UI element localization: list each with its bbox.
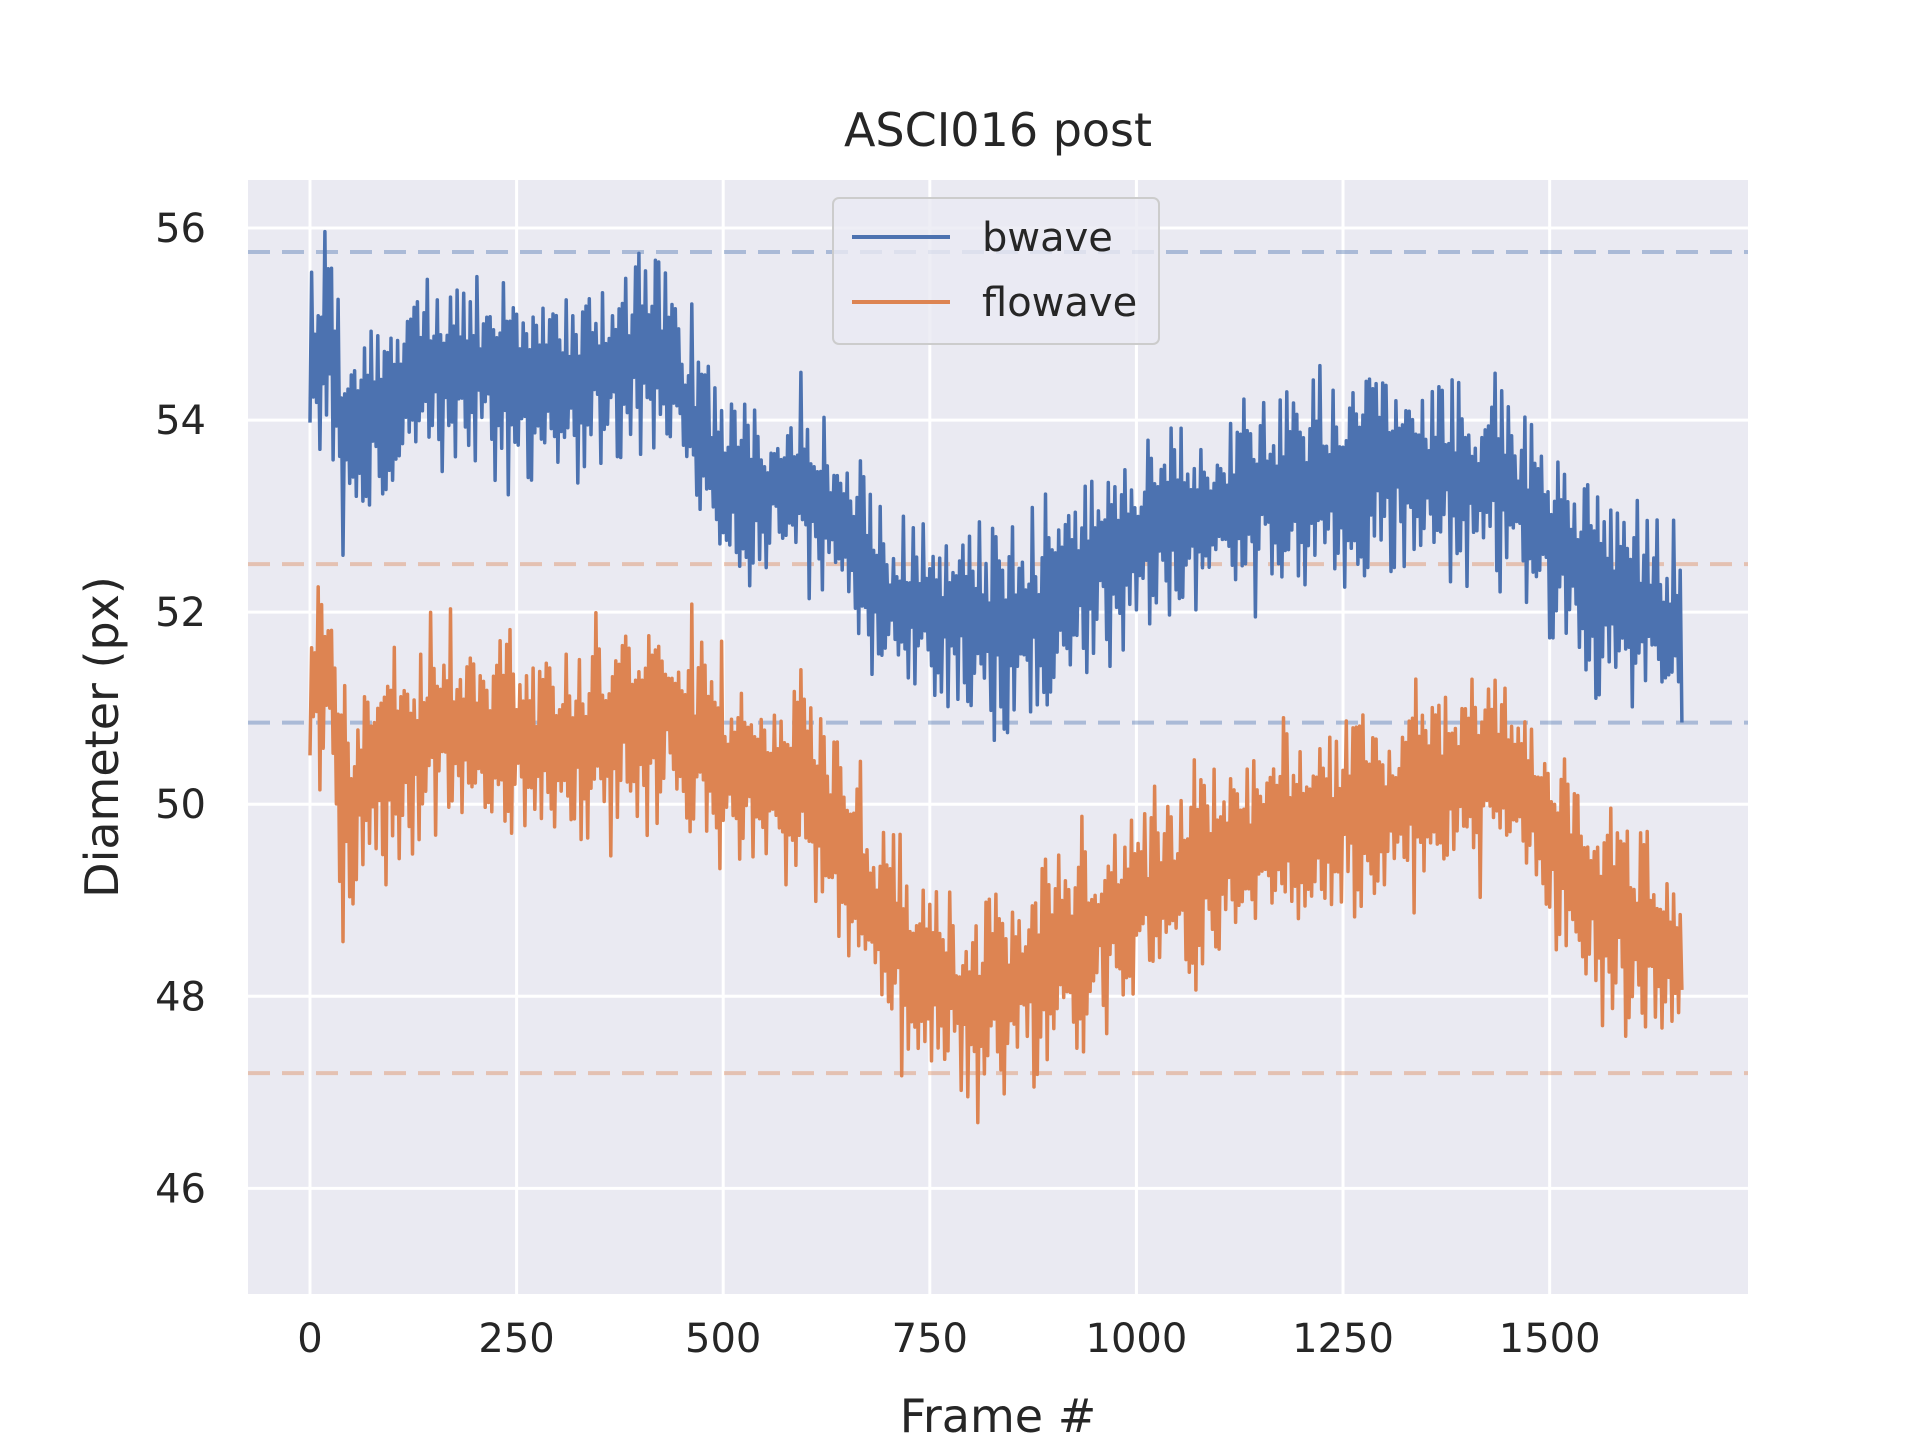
y-tick-label: 54 xyxy=(155,398,206,444)
x-axis-label: Frame # xyxy=(900,1389,1097,1440)
series-line-flowave xyxy=(308,585,1684,1125)
y-tick-label: 56 xyxy=(155,206,206,252)
y-axis-label: Diameter (px) xyxy=(75,576,129,898)
y-tick-label: 52 xyxy=(155,590,206,636)
x-tick-label: 1000 xyxy=(1086,1316,1188,1362)
x-tick-label: 1500 xyxy=(1499,1316,1601,1362)
x-tick-label: 0 xyxy=(297,1316,322,1362)
legend-label-flowave: flowave xyxy=(982,280,1137,326)
series-line-bwave xyxy=(308,229,1684,743)
y-tick-label: 46 xyxy=(155,1166,206,1212)
y-tick-label: 48 xyxy=(155,974,206,1020)
x-tick-label: 750 xyxy=(892,1316,968,1362)
legend: bwave flowave xyxy=(832,197,1160,345)
legend-label-bwave: bwave xyxy=(982,215,1113,261)
x-tick-label: 500 xyxy=(685,1316,761,1362)
x-tick-label: 1250 xyxy=(1292,1316,1394,1362)
chart-title: ASCI016 post xyxy=(844,103,1152,157)
legend-box xyxy=(832,197,1160,345)
x-tick-label: 250 xyxy=(478,1316,554,1362)
y-tick-label: 50 xyxy=(155,782,206,828)
